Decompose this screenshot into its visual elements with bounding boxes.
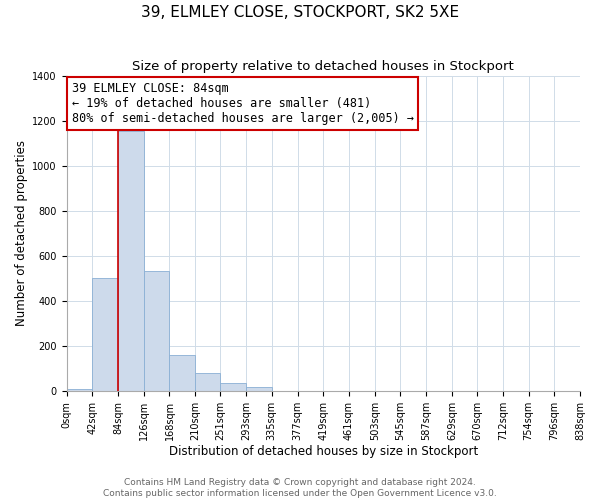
Bar <box>195 372 220 391</box>
Bar <box>67 389 92 391</box>
Bar <box>169 355 195 391</box>
Bar <box>118 131 144 391</box>
Bar <box>144 270 169 391</box>
Bar <box>220 384 246 391</box>
Y-axis label: Number of detached properties: Number of detached properties <box>15 140 28 326</box>
Bar <box>246 386 272 391</box>
Text: 39 ELMLEY CLOSE: 84sqm
← 19% of detached houses are smaller (481)
80% of semi-de: 39 ELMLEY CLOSE: 84sqm ← 19% of detached… <box>71 82 413 125</box>
Text: 39, ELMLEY CLOSE, STOCKPORT, SK2 5XE: 39, ELMLEY CLOSE, STOCKPORT, SK2 5XE <box>141 5 459 20</box>
Title: Size of property relative to detached houses in Stockport: Size of property relative to detached ho… <box>133 60 514 73</box>
Text: Contains HM Land Registry data © Crown copyright and database right 2024.
Contai: Contains HM Land Registry data © Crown c… <box>103 478 497 498</box>
X-axis label: Distribution of detached houses by size in Stockport: Distribution of detached houses by size … <box>169 444 478 458</box>
Bar <box>92 278 118 391</box>
